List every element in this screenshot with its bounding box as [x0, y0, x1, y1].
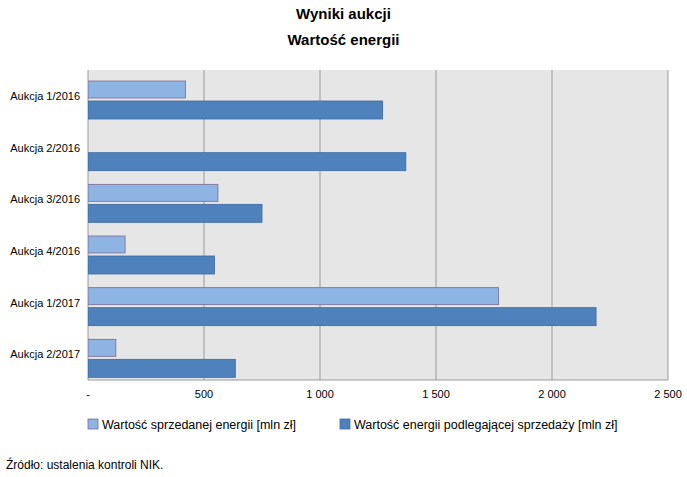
bar — [88, 288, 499, 305]
category-label: Aukcja 2/2016 — [10, 142, 80, 154]
subtitle: Wartość energii — [288, 31, 400, 48]
category-label: Aukcja 4/2016 — [10, 245, 80, 257]
tick-label: 2 000 — [538, 388, 566, 400]
grid-line — [552, 70, 553, 380]
legend-label: Wartość sprzedanej energii [mln zł] — [102, 418, 296, 432]
bar — [88, 308, 596, 326]
legend-swatch — [340, 419, 350, 429]
tick-label: 1 000 — [306, 388, 334, 400]
tick-label: 500 — [195, 388, 213, 400]
bar — [88, 204, 262, 222]
plot-background — [88, 70, 668, 380]
chart: Wyniki aukcji Wartość energii - 500 1 000 1 5… — [0, 0, 687, 477]
category-label: Aukcja 1/2016 — [10, 90, 80, 102]
category-label: Aukcja 1/2017 — [10, 297, 80, 309]
legend-swatch — [88, 419, 98, 429]
bar — [88, 81, 185, 98]
axis-line — [88, 380, 668, 381]
bar — [88, 153, 406, 171]
bar — [88, 101, 383, 119]
category-label: Aukcja 2/2017 — [10, 348, 80, 360]
title: Wyniki aukcji — [296, 5, 391, 22]
legend-label: Wartość energii podlegającej sprzedaży [… — [354, 418, 618, 432]
bars — [88, 81, 596, 377]
tick-label: 2 500 — [654, 388, 682, 400]
grid-line — [668, 70, 669, 380]
bar — [88, 359, 235, 377]
category-label: Aukcja 3/2016 — [10, 193, 80, 205]
grid-line — [436, 70, 437, 380]
tick-label: 1 500 — [422, 388, 450, 400]
bar — [88, 339, 116, 356]
bar — [88, 236, 125, 253]
source-note: Źródło: ustalenia kontroli NIK. — [6, 457, 163, 472]
tick-label: - — [86, 388, 90, 400]
bar — [88, 184, 218, 201]
bar — [88, 256, 214, 274]
